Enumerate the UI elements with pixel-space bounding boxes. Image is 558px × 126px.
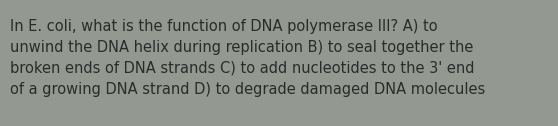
Text: In E. coli, what is the function of DNA polymerase III? A) to
unwind the DNA hel: In E. coli, what is the function of DNA … (10, 19, 485, 97)
